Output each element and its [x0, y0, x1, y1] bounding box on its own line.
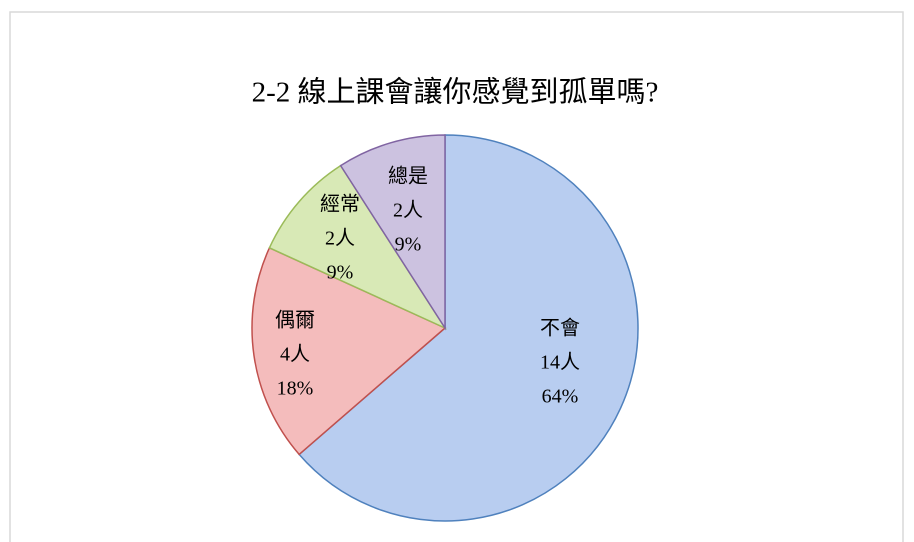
pie-slice — [251, 246, 447, 456]
percent-label: 64% — [542, 386, 579, 408]
slice-label: 不會 — [540, 317, 580, 340]
value-label: 4人 — [280, 343, 310, 366]
percent-label: 9% — [327, 262, 354, 284]
chart-title: 2-2 線上課會讓你感覺到孤單嗎? — [252, 76, 659, 109]
value-label: 14人 — [540, 351, 580, 374]
value-label: 2人 — [325, 227, 355, 250]
slice-label: 經常 — [320, 193, 360, 216]
value-label: 2人 — [393, 199, 423, 222]
percent-label: 18% — [277, 378, 314, 400]
slice-label: 偶爾 — [275, 309, 315, 332]
pie-slice — [339, 134, 446, 331]
percent-label: 9% — [395, 234, 422, 256]
slice-label: 總是 — [388, 165, 428, 188]
pie-slice — [268, 164, 448, 330]
pie-slice — [298, 134, 639, 522]
